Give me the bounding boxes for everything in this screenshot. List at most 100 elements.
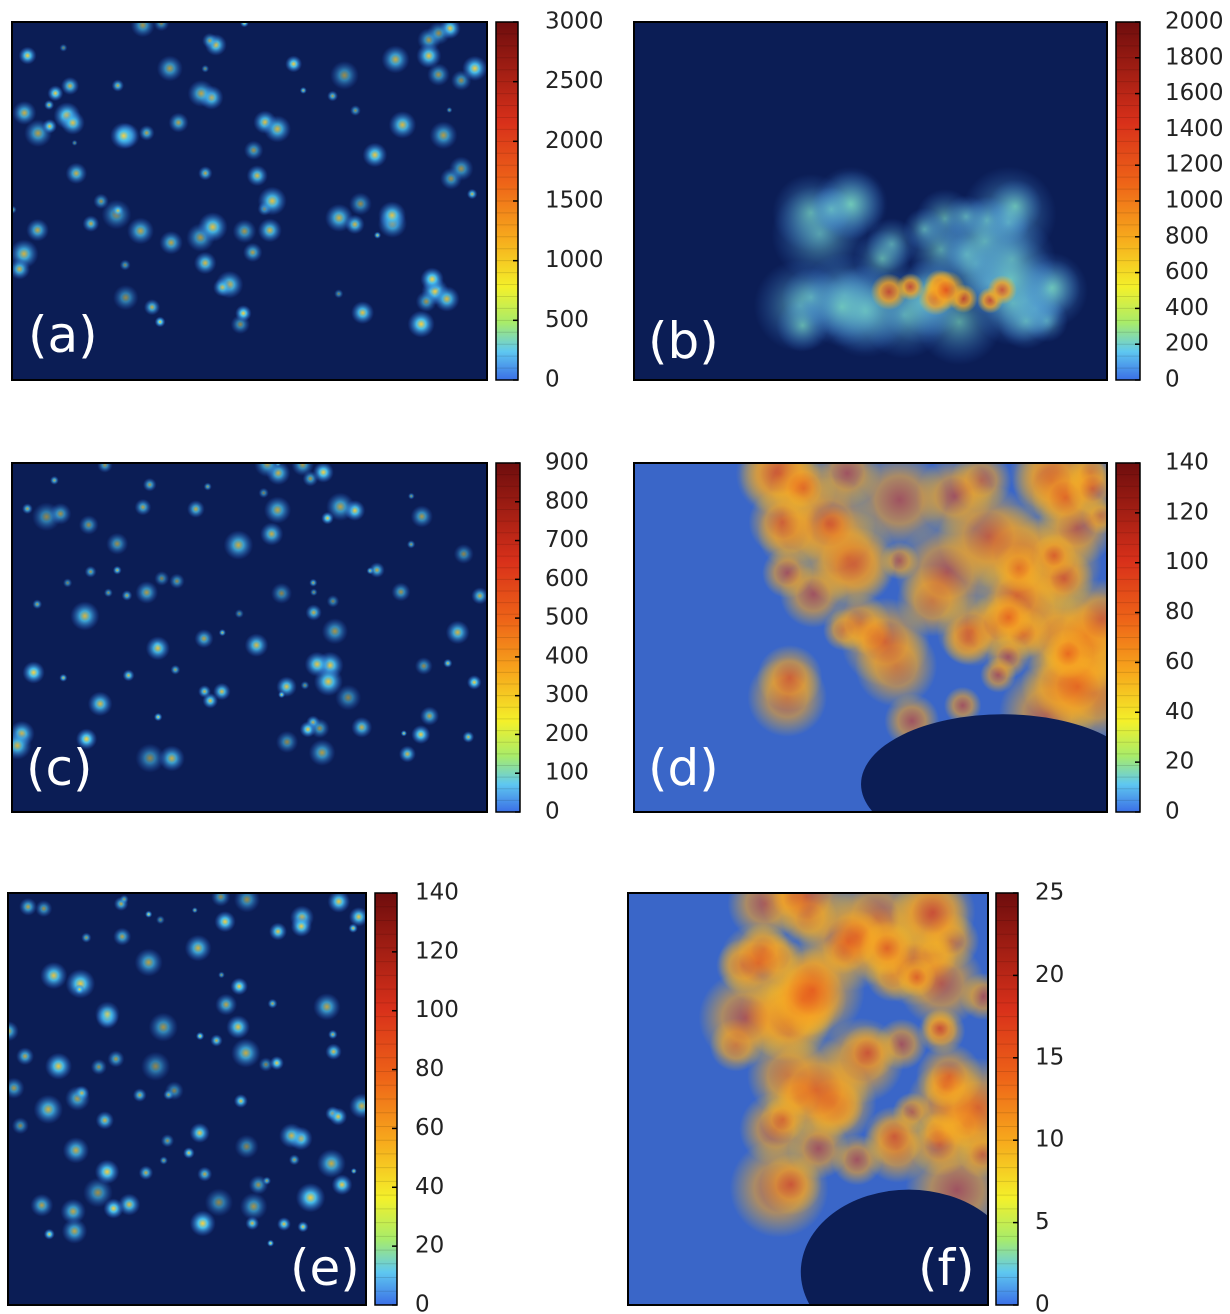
map-glow	[139, 125, 155, 141]
map-glow	[411, 725, 430, 744]
map-glow	[156, 915, 165, 924]
map-glow	[159, 1156, 167, 1164]
map-glow	[330, 61, 359, 90]
map-glow	[467, 675, 482, 690]
map-glow	[201, 65, 209, 73]
map-glow	[443, 659, 452, 668]
tick-label: 140	[415, 880, 459, 906]
map-glow	[416, 291, 437, 312]
tick-label: 120	[415, 938, 459, 964]
map-glow	[97, 457, 112, 472]
map-glow	[183, 1147, 195, 1159]
map-glow	[110, 122, 137, 149]
tick-label: 100	[1165, 549, 1209, 575]
tick-label: 0	[1035, 1292, 1050, 1314]
figure: (a)050010001500200025003000(b)0200400600…	[0, 0, 1230, 1314]
map-glow	[135, 499, 152, 516]
map-glow	[420, 706, 439, 725]
map-glow	[215, 994, 237, 1016]
panel-label: (f)	[918, 1239, 975, 1297]
map-glow	[74, 1085, 89, 1100]
tick-label: 0	[415, 1292, 430, 1314]
tick-label: 80	[415, 1056, 444, 1082]
tick-label: 20	[1165, 749, 1194, 775]
map-glow	[328, 1030, 337, 1039]
map-glow	[467, 189, 478, 200]
tick-label: 0	[1165, 367, 1180, 393]
map-glow	[389, 111, 417, 139]
tick-label: 25	[1035, 880, 1064, 906]
map-patch	[1066, 463, 1118, 515]
map-patch	[871, 274, 908, 311]
map-glow	[146, 636, 170, 660]
tick-label: 400	[1165, 295, 1209, 321]
tick-label: 0	[545, 799, 560, 825]
tick-label: 300	[545, 682, 589, 708]
map-glow	[378, 201, 406, 229]
tick-label: 1800	[1165, 44, 1224, 70]
map-glow	[300, 87, 307, 94]
map-glow	[310, 588, 318, 596]
map-glow	[202, 693, 218, 709]
map-glow	[202, 33, 218, 49]
map-glow	[309, 579, 317, 587]
map-glow	[168, 113, 188, 133]
map-patch	[980, 657, 1016, 693]
map-glow	[70, 601, 99, 630]
tick-label: 10	[1035, 1127, 1064, 1153]
map-glow	[329, 1108, 347, 1126]
tick-label: 20	[1035, 962, 1064, 988]
map-glow	[332, 1174, 353, 1195]
map-patch	[988, 179, 1042, 233]
map-glow	[96, 1111, 114, 1129]
map-glow	[348, 924, 357, 933]
tick-label: 100	[545, 760, 589, 786]
map-glow	[95, 1160, 120, 1185]
map-patch	[781, 476, 876, 571]
panel-label: (e)	[290, 1239, 360, 1297]
map-glow	[351, 301, 374, 324]
map-glow	[218, 972, 225, 979]
map-glow	[263, 1177, 271, 1185]
map-glow	[245, 633, 269, 657]
map-glow	[234, 1094, 248, 1108]
map-glow	[40, 962, 67, 989]
tick-label: 1400	[1165, 116, 1224, 142]
map-glow	[310, 719, 330, 739]
map-patch	[927, 271, 966, 310]
map-patch	[984, 593, 1032, 641]
map-glow	[415, 657, 433, 675]
map-glow	[305, 604, 321, 620]
tick-label: 700	[545, 527, 589, 553]
map-glow	[289, 1154, 300, 1165]
map-glow	[322, 618, 348, 644]
map-glow	[154, 571, 169, 586]
tick-label: 900	[545, 450, 589, 476]
map-glow	[291, 453, 314, 476]
map-patch	[841, 598, 930, 687]
tick-label: 20	[415, 1233, 444, 1259]
map-glow	[50, 476, 59, 485]
map-glow	[141, 1052, 170, 1081]
tick-label: 140	[1165, 450, 1209, 476]
tick-label: 500	[545, 307, 589, 333]
map-glow	[163, 1089, 174, 1100]
map-glow	[277, 1217, 291, 1231]
map-glow	[309, 739, 336, 766]
map-glow	[327, 595, 340, 608]
map-glow	[113, 566, 122, 575]
map-glow	[59, 44, 67, 52]
tick-label: 2000	[545, 128, 604, 154]
map-glow	[471, 587, 488, 604]
map-glow	[22, 661, 44, 683]
map-glow	[408, 493, 415, 500]
map-glow	[161, 1134, 174, 1147]
map-glow	[83, 215, 100, 232]
map-glow	[50, 503, 72, 525]
map-glow	[159, 745, 185, 771]
map-glow	[349, 192, 372, 215]
map-glow	[430, 121, 458, 149]
map-glow	[139, 1165, 154, 1180]
tick-label: 100	[415, 997, 459, 1023]
map-glow	[112, 205, 124, 217]
